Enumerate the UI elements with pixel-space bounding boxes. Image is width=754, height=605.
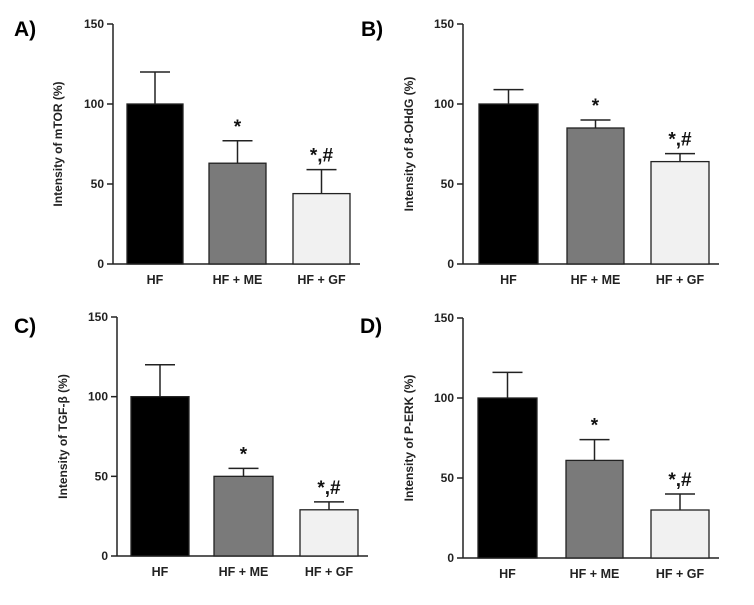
y-tick-label: 100 [84, 97, 104, 111]
y-tick-label: 100 [434, 391, 454, 405]
bar-1 [130, 396, 190, 557]
bar-3 [299, 509, 359, 557]
y-axis-label: Intensity of TGF-β (%) [56, 374, 70, 499]
y-tick-label: 0 [447, 551, 454, 565]
category-label: HF + GF [305, 565, 354, 579]
y-axis-label: Intensity of P-ERK (%) [402, 375, 416, 502]
category-label: HF + ME [213, 273, 263, 287]
chart-panel-3: C) 0 50 100 150 Intensity of TGF-β (%) HF * HF +… [14, 310, 368, 579]
y-tick-label: 150 [88, 310, 108, 324]
category-label: HF + GF [297, 273, 346, 287]
y-tick-label: 50 [441, 177, 455, 191]
bar-1 [477, 397, 538, 559]
bar-2 [213, 475, 274, 557]
category-label: HF [499, 567, 516, 581]
bar-2 [208, 162, 267, 265]
y-tick-label: 100 [434, 97, 454, 111]
category-label: HF [147, 273, 164, 287]
panel-label: D) [360, 315, 382, 338]
y-tick-label: 50 [91, 177, 105, 191]
category-label: HF + GF [656, 567, 705, 581]
y-tick-label: 150 [434, 311, 454, 325]
y-tick-label: 150 [434, 17, 454, 31]
panel-label: A) [14, 18, 36, 41]
bar-3 [292, 192, 351, 265]
category-label: HF [500, 273, 517, 287]
category-label: HF + ME [571, 273, 621, 287]
y-axis-label: Intensity of mTOR (%) [51, 81, 65, 206]
chart-panel-4: D) 0 50 100 150 Intensity of P-ERK (%) HF * HF +… [360, 311, 719, 581]
category-label: HF + ME [219, 565, 269, 579]
y-tick-label: 0 [101, 549, 108, 563]
significance-label: *,# [668, 470, 692, 491]
bar-3 [650, 509, 710, 559]
bar-1 [126, 103, 184, 265]
significance-label: * [591, 416, 599, 437]
y-tick-label: 50 [95, 469, 109, 483]
y-tick-label: 100 [88, 390, 108, 404]
significance-label: * [240, 444, 248, 465]
bar-3 [650, 160, 710, 265]
significance-label: *,# [668, 130, 692, 151]
significance-label: *,# [310, 146, 334, 167]
y-tick-label: 50 [441, 471, 455, 485]
bar-2 [565, 459, 624, 559]
y-tick-label: 0 [97, 257, 104, 271]
panel-label: C) [14, 315, 36, 338]
y-axis-label: Intensity of 8-OHdG (%) [402, 77, 416, 212]
panel-label: B) [361, 18, 383, 41]
significance-label: * [592, 96, 600, 117]
y-tick-label: 150 [84, 17, 104, 31]
category-label: HF + GF [656, 273, 705, 287]
category-label: HF [152, 565, 169, 579]
chart-panel-2: B) 0 50 100 150 Intensity of 8-OHdG (%) HF * HF … [361, 17, 719, 287]
chart-panel-1: A) 0 50 100 150 Intensity of mTOR (%) HF * HF + … [14, 17, 360, 287]
category-label: HF + ME [570, 567, 620, 581]
bar-1 [478, 103, 539, 265]
y-tick-label: 0 [447, 257, 454, 271]
significance-label: * [234, 117, 242, 138]
significance-label: *,# [317, 478, 341, 499]
bar-2 [566, 127, 625, 265]
